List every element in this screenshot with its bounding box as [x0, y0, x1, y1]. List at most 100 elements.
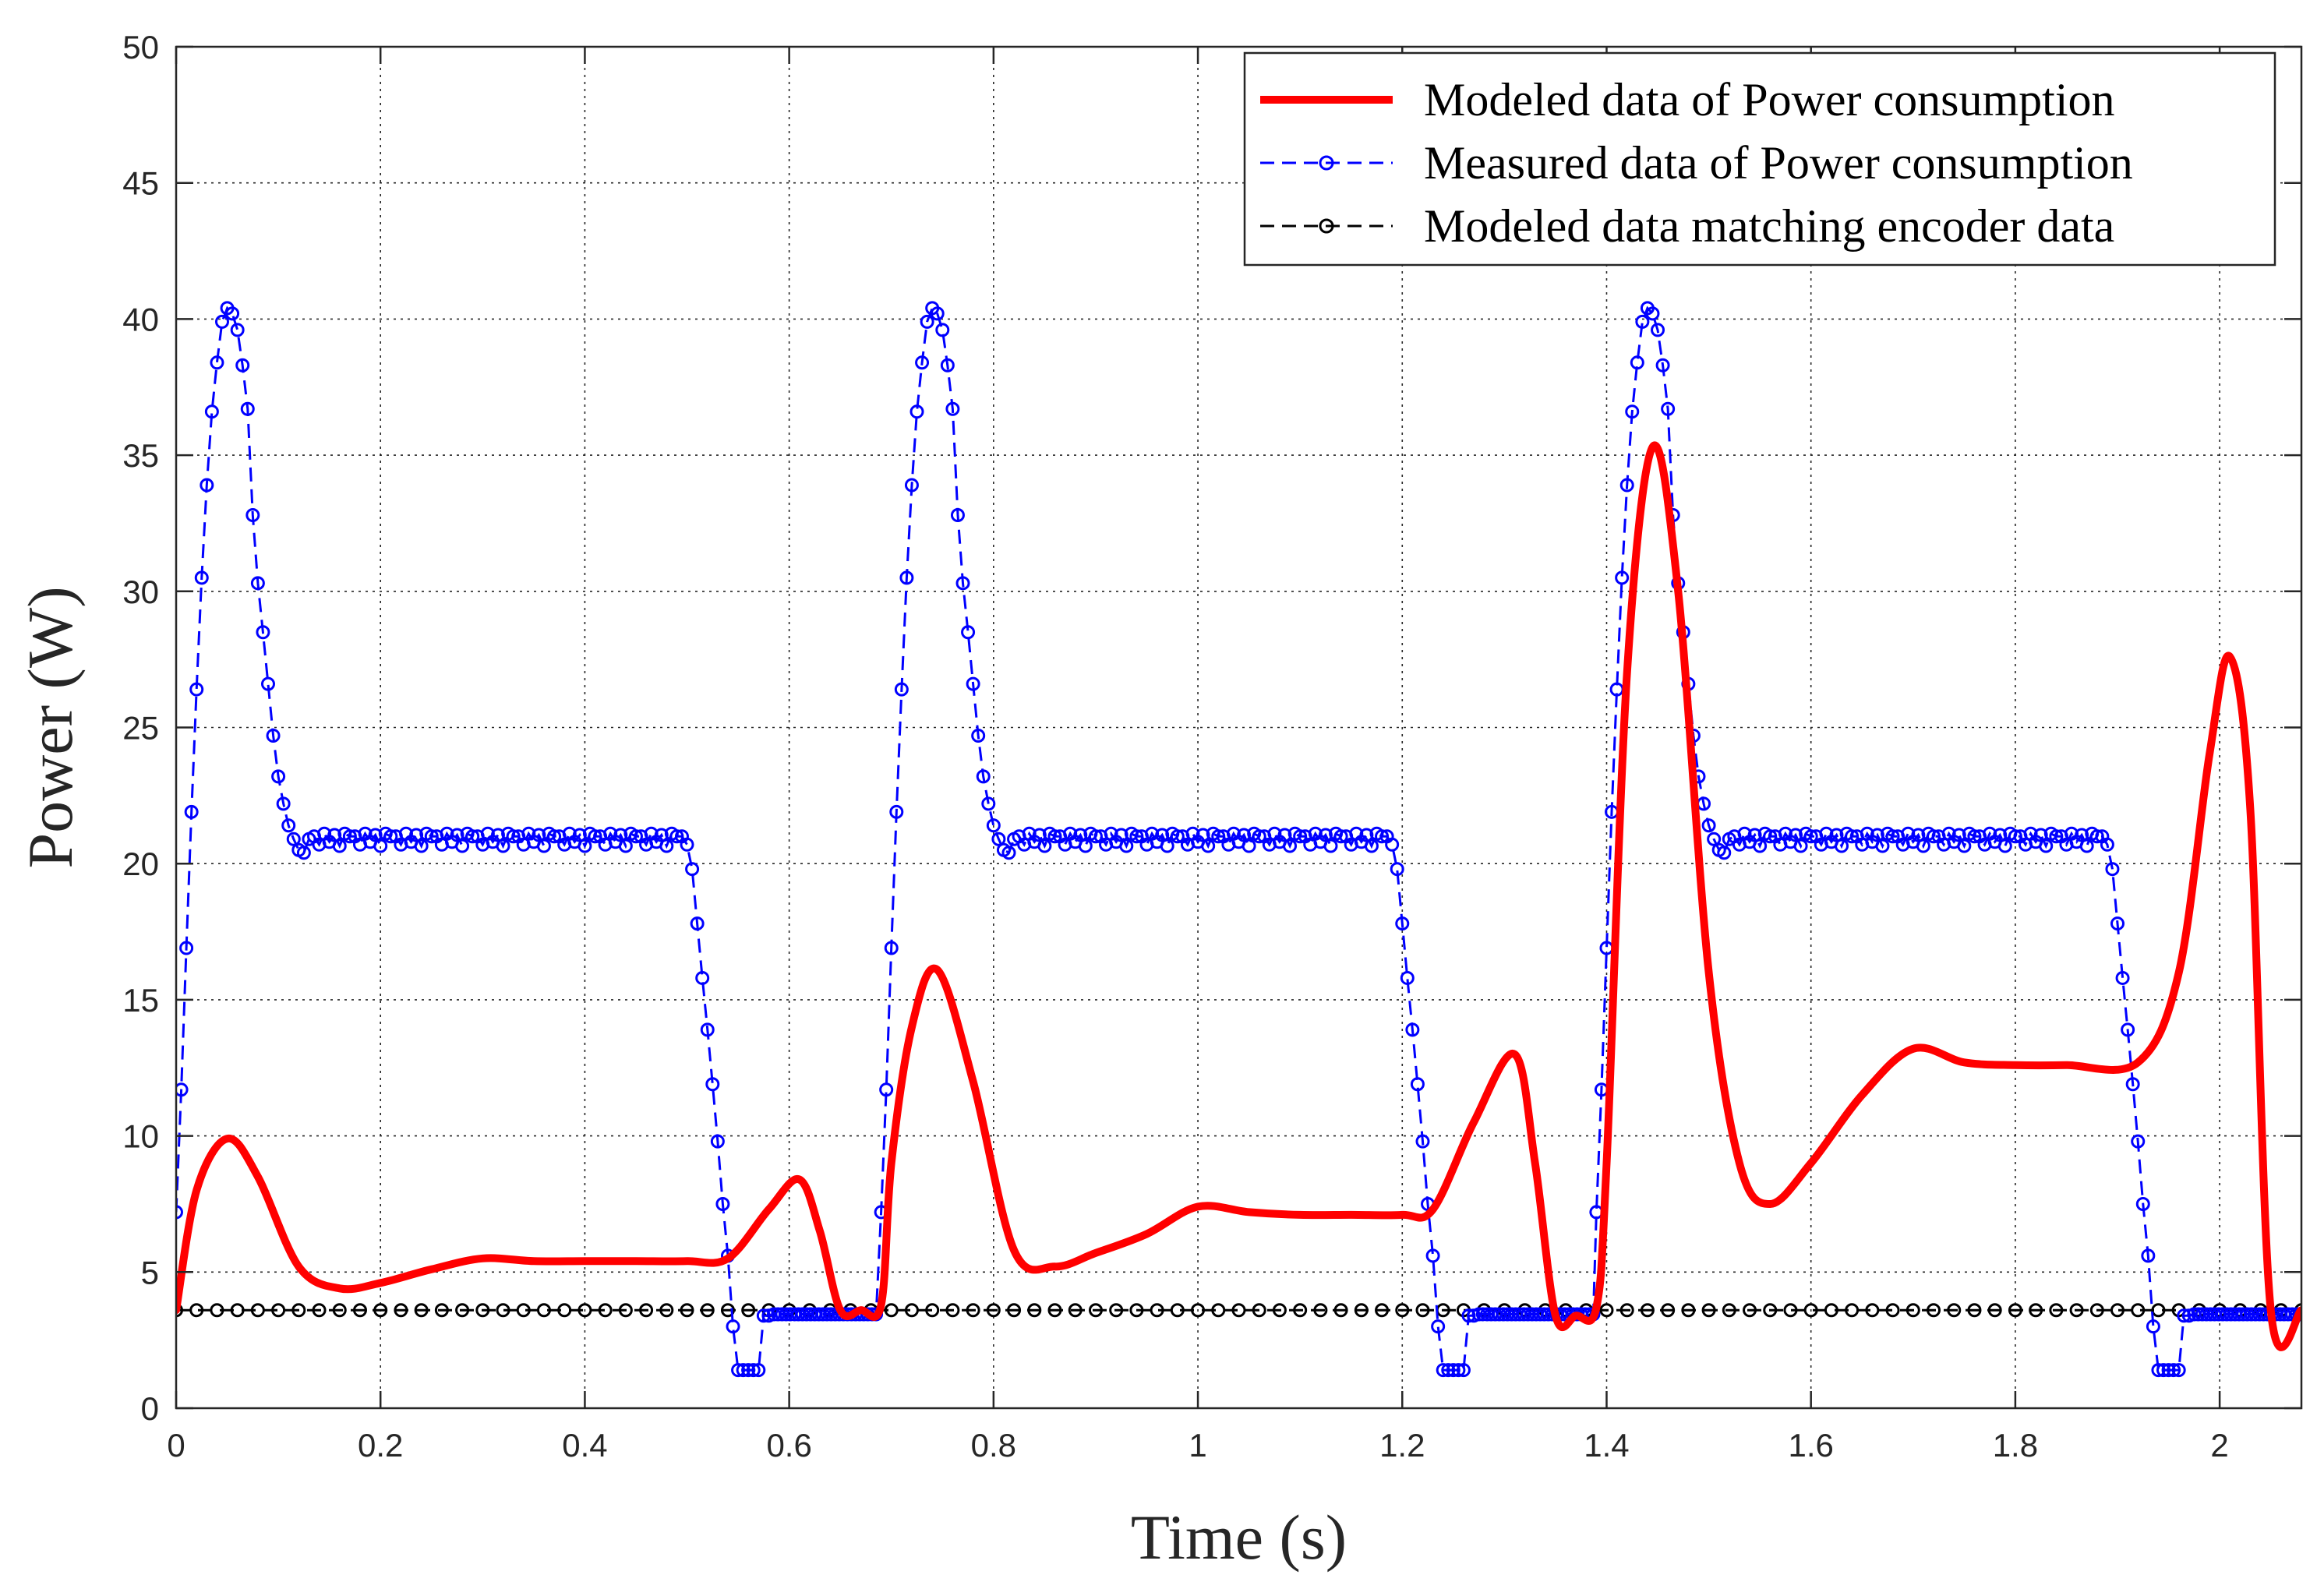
encoder-marker-50	[1191, 1303, 1206, 1318]
encoder-marker-38	[945, 1303, 960, 1318]
encoder-marker-59	[1375, 1303, 1390, 1318]
measured-marker-298	[1635, 314, 1650, 329]
measured-marker-109	[726, 1319, 740, 1334]
y-axis-title: Power (W)	[15, 586, 86, 868]
encoder-marker-36	[904, 1303, 919, 1318]
encoder-marker-12	[414, 1303, 429, 1318]
measured-marker-74	[547, 829, 562, 844]
measured-marker-168	[1001, 846, 1016, 860]
measured-marker-96	[659, 839, 674, 853]
measured-marker-295	[1619, 478, 1634, 493]
measured-marker-82	[588, 829, 602, 844]
y-tick-label-4: 20	[122, 846, 159, 882]
measured-marker-58	[465, 829, 480, 844]
encoder-marker-89	[1987, 1303, 2002, 1318]
encoder-marker-9	[352, 1303, 367, 1318]
legend-label-encoder: Modeled data matching encoder data	[1424, 200, 2114, 252]
measured-marker-314	[1717, 846, 1732, 860]
measured-marker-151	[915, 355, 930, 370]
encoder-marker-90	[2008, 1303, 2022, 1318]
encoder-marker-39	[966, 1303, 980, 1318]
encoder-marker-14	[455, 1303, 470, 1318]
encoder-marker-51	[1211, 1303, 1226, 1318]
measured-marker-199	[1160, 839, 1174, 853]
measured-marker-161	[966, 676, 980, 691]
encoder-marker-47	[1129, 1303, 1144, 1318]
y-tick-label-0: 0	[141, 1390, 159, 1427]
encoder-marker-25	[680, 1303, 694, 1318]
measured-marker-22	[281, 818, 296, 833]
measured-marker-352	[1911, 828, 1926, 842]
measured-marker-369	[1997, 839, 2012, 853]
measured-marker-31	[327, 828, 342, 842]
encoder-marker-3	[230, 1303, 245, 1318]
measured-marker-393	[2121, 1022, 2135, 1037]
measured-marker-345	[1875, 839, 1890, 853]
legend-marker-encoder	[1319, 218, 1334, 234]
measured-marker-72	[536, 839, 551, 853]
encoder-marker-60	[1395, 1303, 1410, 1318]
measured-marker-185	[1088, 829, 1103, 844]
y-tick-label-1: 5	[141, 1254, 159, 1291]
encoder-marker-5	[271, 1303, 286, 1318]
encoder-marker-20	[577, 1303, 592, 1318]
measured-marker-163	[976, 769, 991, 784]
measured-marker-17	[256, 625, 270, 640]
encoder-marker-41	[1007, 1303, 1022, 1318]
measured-marker-157	[945, 401, 960, 416]
encoder-marker-45	[1088, 1303, 1103, 1318]
encoder-marker-57	[1333, 1303, 1348, 1318]
encoder-marker-23	[639, 1303, 654, 1318]
y-tick-label-10: 50	[122, 29, 159, 65]
measured-marker-247	[1405, 1022, 1420, 1037]
grid-lines	[176, 47, 2301, 1408]
measured-marker-355	[1927, 829, 1941, 844]
encoder-marker-84	[1885, 1303, 1900, 1318]
measured-marker-101	[685, 862, 700, 877]
encoder-marker-42	[1027, 1303, 1042, 1318]
measured-marker-174	[1032, 828, 1047, 842]
measured-marker-329	[1793, 839, 1808, 853]
encoder-marker-61	[1415, 1303, 1430, 1318]
x-tick-label-7: 1.4	[1584, 1427, 1629, 1464]
measured-marker-39	[368, 828, 383, 842]
measured-marker-251	[1425, 1248, 1440, 1263]
measured-marker-320	[1747, 828, 1762, 842]
encoder-marker-13	[434, 1303, 449, 1318]
encoder-marker-87	[1947, 1303, 1962, 1318]
measured-marker-100	[680, 837, 694, 852]
measured-marker-80	[577, 839, 592, 853]
measured-marker-3	[184, 804, 199, 819]
x-tick-label-2: 0.4	[562, 1427, 607, 1464]
measured-marker-42	[383, 829, 398, 844]
measured-marker-160	[961, 625, 976, 640]
measured-marker-107	[715, 1196, 730, 1211]
measured-marker-48	[414, 839, 429, 853]
measured-marker-376	[2033, 828, 2048, 842]
encoder-marker-79	[1783, 1303, 1798, 1318]
measured-marker-390	[2105, 862, 2120, 877]
measured-marker-252	[1431, 1319, 1446, 1334]
measured-marker-363	[1967, 829, 1982, 844]
measured-marker-19	[266, 728, 281, 743]
measured-marker-253	[1436, 1363, 1450, 1378]
x-tick-label-10: 2	[2210, 1427, 2228, 1464]
measured-marker-254	[1441, 1363, 1456, 1378]
encoder-marker-81	[1824, 1303, 1838, 1318]
measured-marker-214	[1237, 828, 1252, 842]
measured-marker-177	[1047, 829, 1062, 844]
measured-marker-244	[1390, 862, 1404, 877]
encoder-marker-82	[1845, 1303, 1860, 1318]
encoder-marker-26	[700, 1303, 715, 1318]
x-tick-label-8: 1.6	[1788, 1427, 1833, 1464]
measured-marker-90	[628, 829, 643, 844]
measured-marker-392	[2115, 970, 2130, 985]
measured-marker-206	[1196, 828, 1210, 842]
measured-marker-344	[1870, 828, 1884, 842]
measured-marker-55	[450, 828, 464, 842]
measured-marker-105	[705, 1077, 720, 1092]
measured-marker-111	[736, 1363, 751, 1378]
measured-marker-391	[2110, 916, 2125, 931]
measured-marker-294	[1615, 570, 1630, 585]
encoder-marker-76	[1722, 1303, 1736, 1318]
